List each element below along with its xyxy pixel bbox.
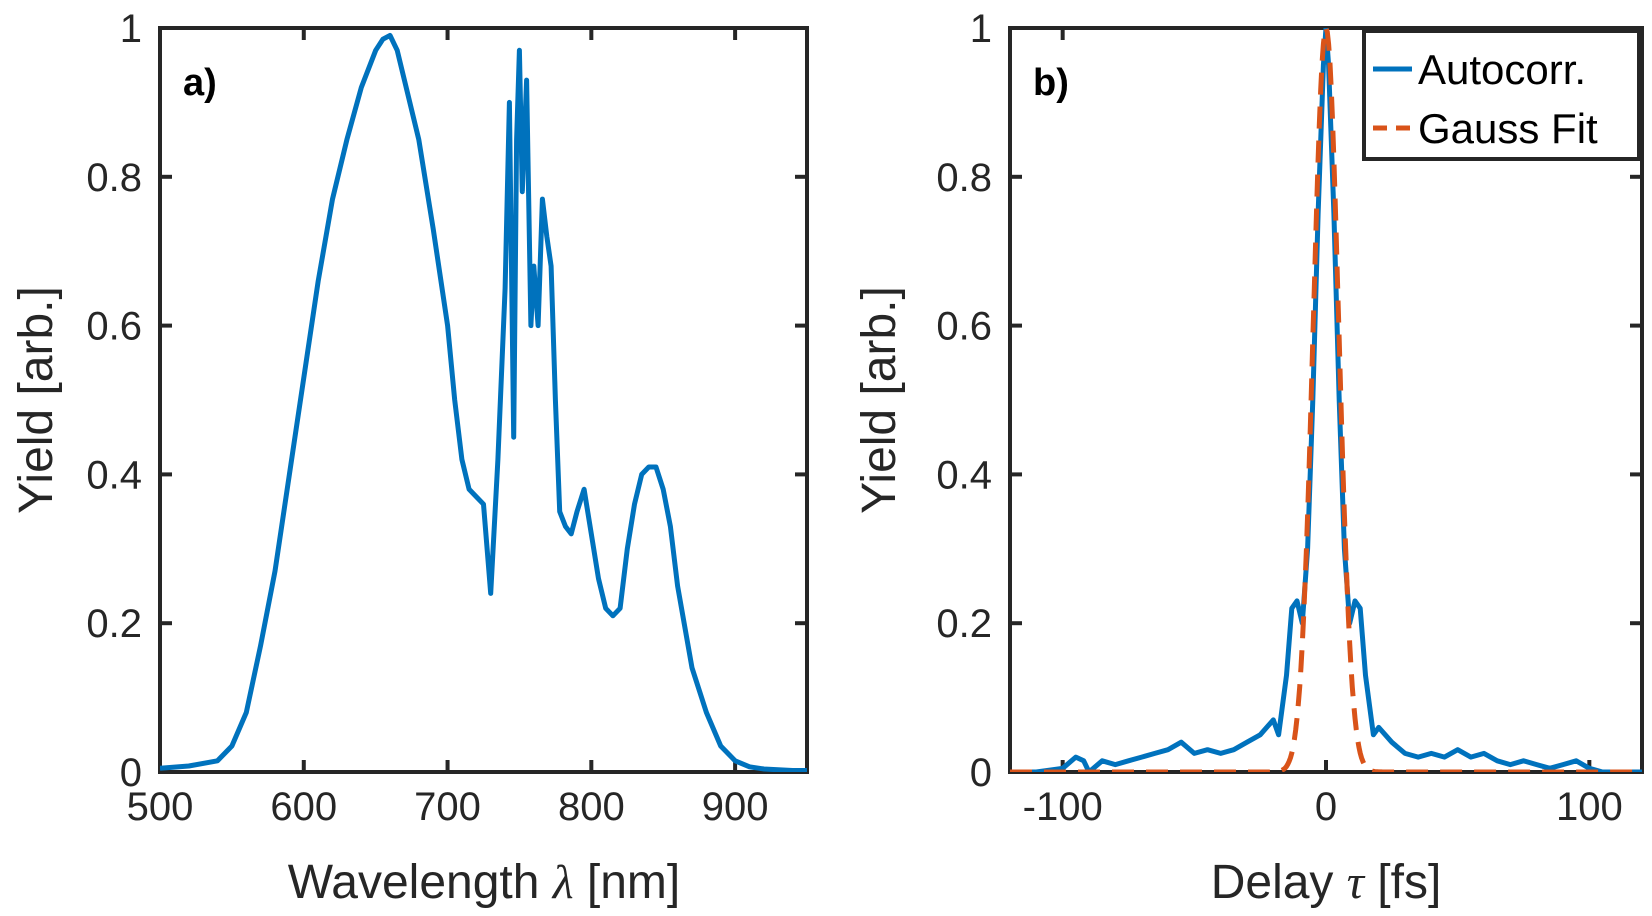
panel-a-xtick-label: 500 [127,785,194,829]
panel-a-ytick-label: 0.4 [86,453,142,497]
panel-b: -100 0 100 0 0.2 0.4 0.6 0.8 1 b) Yield [arb.] D… [853,7,1644,909]
panel-b-ytick-label: 0.4 [936,453,992,497]
panel-a-ylabel: Yield [arb.] [10,286,63,514]
legend-autocorr-label: Autocorr. [1418,46,1586,93]
panel-b-xlabel-main: Delay [1211,856,1347,909]
panel-b-ytick-label: 1 [970,7,992,51]
panel-a-ytick-label: 0.8 [86,156,142,200]
panel-b-xlabel-unit: [fs] [1364,856,1441,909]
panel-a-axes-box [158,26,809,774]
panel-b-legend: Autocorr. Gauss Fit [1362,29,1641,161]
panel-a-label: a) [183,62,217,104]
panel-b-ytick-label: 0 [970,751,992,795]
panel-b-ytick-label: 0.2 [936,602,992,646]
panel-a-spectrum-line [160,32,807,772]
panel-b-xtick-label: 0 [1315,785,1337,829]
panel-a-xlabel-unit: [nm] [574,856,681,909]
panel-a-xtick-label: 600 [270,785,337,829]
panel-a: 500 600 700 800 900 0 0.2 0.4 0.6 0.8 1 a) Yield [… [10,7,809,909]
panel-a-xlabel: Wavelength λ [nm] [288,856,681,909]
panel-b-ticks: -100 0 100 0 0.2 0.4 0.6 0.8 1 [936,7,1642,829]
panel-b-label: b) [1033,62,1069,104]
panel-a-ticks: 500 600 700 800 900 0 0.2 0.4 0.6 0.8 1 [86,7,807,829]
panel-b-autocorr-line [1010,28,1642,772]
legend-box [1362,29,1641,161]
panel-a-xlabel-symbol: λ [551,856,574,909]
panel-b-ylabel: Yield [arb.] [853,286,906,514]
panel-b-xlabel: Delay τ [fs] [1211,856,1442,909]
panel-a-xtick-label: 700 [414,785,481,829]
panel-a-xtick-label: 800 [558,785,625,829]
panel-b-ytick-label: 0.6 [936,305,992,349]
panel-b-xtick-label: 100 [1556,785,1623,829]
panel-a-xlabel-main: Wavelength [288,856,553,909]
panel-b-xtick-label: -100 [1023,785,1103,829]
panel-b-ytick-label: 0.8 [936,156,992,200]
panel-a-ytick-label: 0.6 [86,305,142,349]
panel-a-xtick-label: 900 [702,785,769,829]
panel-a-ytick-label: 1 [120,7,142,51]
panel-b-xlabel-symbol: τ [1347,856,1366,909]
panel-a-ytick-label: 0 [120,751,142,795]
legend-gauss-label: Gauss Fit [1418,105,1598,152]
panel-a-ytick-label: 0.2 [86,602,142,646]
